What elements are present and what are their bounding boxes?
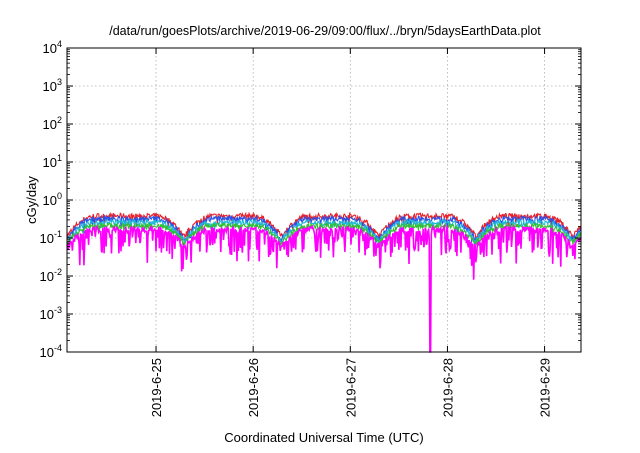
x-tick-label: 2019-6-29 bbox=[538, 358, 553, 417]
x-tick-label: 2019-6-25 bbox=[149, 358, 164, 417]
y-tick-label: 104 bbox=[43, 39, 62, 56]
y-tick-label: 103 bbox=[43, 77, 62, 94]
x-tick-label: 2019-6-26 bbox=[246, 358, 261, 417]
chart-title: /data/run/goesPlots/archive/2019-06-29/0… bbox=[109, 24, 541, 38]
x-tick-label: 2019-6-27 bbox=[343, 358, 358, 417]
y-axis-label: cGy/day bbox=[24, 176, 39, 224]
y-tick-label: 101 bbox=[43, 153, 62, 170]
grid-lines bbox=[67, 48, 581, 352]
x-axis-label: Coordinated Universal Time (UTC) bbox=[224, 430, 423, 445]
y-tick-label: 10-3 bbox=[40, 305, 62, 322]
y-tick-label: 10-2 bbox=[40, 267, 62, 284]
y-tick-label: 10-1 bbox=[40, 229, 62, 246]
x-axis-ticks: 2019-6-25 2019-6-26 2019-6-27 2019-6-28 2019… bbox=[149, 48, 553, 417]
y-tick-label: 100 bbox=[43, 191, 62, 208]
y-axis-ticks: 10-4 10-3 10-2 10-1 100 101 102 103 104 bbox=[40, 39, 581, 360]
x-tick-label: 2019-6-28 bbox=[440, 358, 455, 417]
y-tick-label: 102 bbox=[43, 115, 62, 132]
series-line bbox=[66, 223, 582, 353]
y-tick-label: 10-4 bbox=[40, 343, 62, 360]
series-lines bbox=[66, 211, 582, 353]
